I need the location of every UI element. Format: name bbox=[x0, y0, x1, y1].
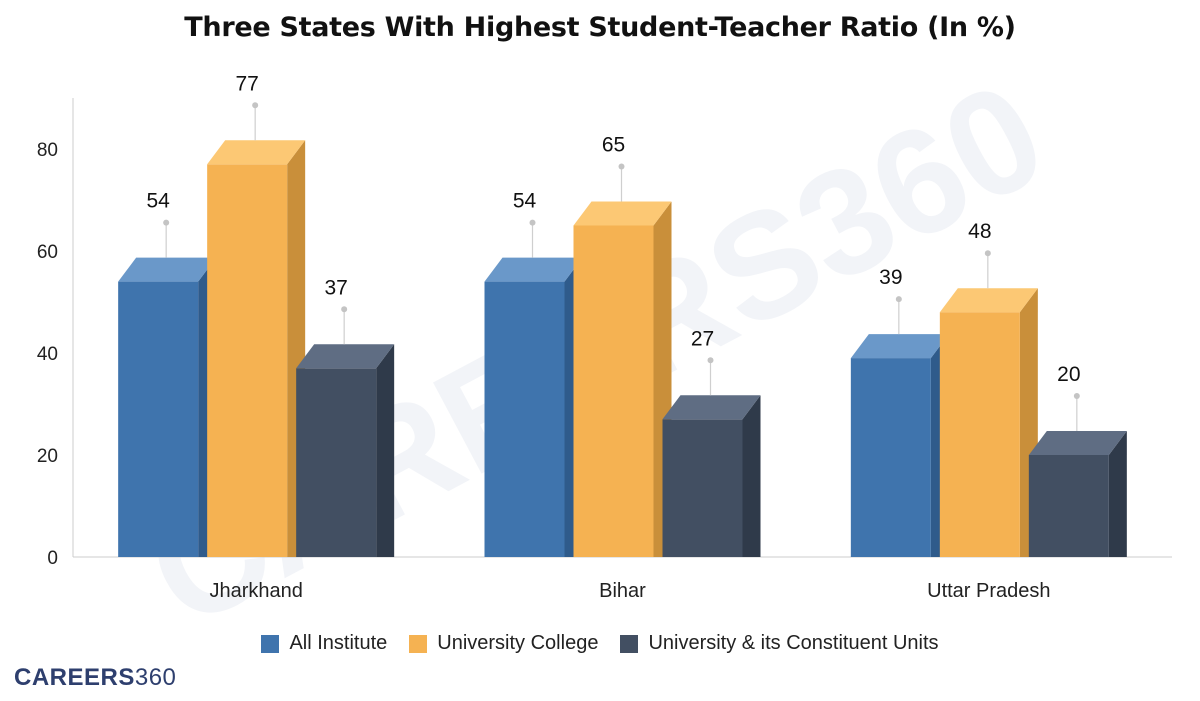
bar-side bbox=[742, 395, 761, 557]
bar-top bbox=[850, 334, 949, 359]
bar-top bbox=[1028, 431, 1127, 455]
legend-swatch-all-institute bbox=[261, 634, 280, 653]
bar-front bbox=[1028, 455, 1109, 557]
bar-top bbox=[484, 257, 583, 282]
data-label: 54 bbox=[146, 190, 170, 213]
x-tick-label: Jharkhand bbox=[209, 580, 302, 602]
bar-front bbox=[939, 312, 1020, 557]
bar-front bbox=[850, 358, 931, 557]
data-label: 39 bbox=[879, 266, 902, 289]
careers360-logo: CAREERS360 bbox=[14, 664, 176, 692]
data-label: 54 bbox=[513, 190, 537, 213]
data-label-dot bbox=[529, 219, 536, 226]
bar-front bbox=[118, 281, 199, 557]
legend: All Institute University College Univers… bbox=[0, 632, 1200, 655]
bar-front bbox=[207, 164, 288, 558]
data-label-dot bbox=[163, 219, 170, 226]
data-label-dot bbox=[895, 296, 902, 303]
legend-label-university-units: University & its Constituent Units bbox=[648, 632, 939, 654]
bar-top bbox=[662, 395, 761, 420]
legend-item-university-college: University College bbox=[409, 632, 598, 655]
data-label: 37 bbox=[324, 276, 347, 299]
y-tick-label: 20 bbox=[37, 446, 58, 467]
data-label: 65 bbox=[602, 134, 625, 157]
bar: 65 bbox=[573, 134, 672, 557]
bar-side bbox=[376, 344, 395, 557]
data-label-dot bbox=[1073, 393, 1080, 399]
data-label-dot bbox=[341, 306, 348, 313]
data-label: 27 bbox=[691, 327, 714, 350]
bar: 54 bbox=[484, 190, 583, 557]
bar: 20 bbox=[1028, 363, 1127, 557]
bar-front bbox=[296, 368, 377, 557]
data-label: 48 bbox=[968, 220, 991, 243]
bar: 27 bbox=[662, 327, 761, 557]
logo-text-bold: CAREERS bbox=[14, 664, 135, 691]
legend-item-university-units: University & its Constituent Units bbox=[620, 632, 939, 655]
y-tick-label: 0 bbox=[47, 548, 58, 569]
legend-label-university-college: University College bbox=[437, 632, 599, 654]
bar-side bbox=[1108, 431, 1127, 557]
data-label-dot bbox=[252, 102, 259, 109]
bar: 39 bbox=[850, 266, 949, 557]
bar: 54 bbox=[118, 190, 217, 557]
chart-title: Three States With Highest Student-Teache… bbox=[184, 12, 1016, 43]
data-label-dot bbox=[707, 357, 714, 364]
data-label: 77 bbox=[235, 72, 258, 95]
bar-front bbox=[662, 419, 743, 557]
logo-text-light: 360 bbox=[134, 664, 177, 691]
x-tick-label: Uttar Pradesh bbox=[927, 580, 1050, 602]
legend-label-all-institute: All Institute bbox=[289, 632, 388, 654]
bar: 37 bbox=[296, 276, 395, 557]
bar-top bbox=[118, 257, 217, 282]
bar-front bbox=[573, 225, 654, 557]
legend-swatch-university-units bbox=[620, 634, 639, 653]
legend-swatch-university-college bbox=[409, 634, 428, 653]
bar-top bbox=[573, 201, 672, 226]
y-tick-label: 40 bbox=[37, 344, 58, 365]
bar: 48 bbox=[939, 220, 1038, 557]
x-tick-label: Bihar bbox=[599, 580, 646, 602]
bar-front bbox=[484, 281, 565, 557]
data-label-dot bbox=[984, 250, 991, 257]
legend-item-all-institute: All Institute bbox=[261, 632, 387, 655]
bar-top bbox=[207, 140, 306, 165]
bar-top bbox=[296, 344, 395, 369]
data-label: 20 bbox=[1057, 363, 1080, 386]
y-tick-label: 80 bbox=[37, 140, 58, 161]
data-label-dot bbox=[618, 163, 625, 170]
y-tick-label: 60 bbox=[37, 242, 58, 263]
bar: 77 bbox=[207, 72, 306, 558]
bar-top bbox=[939, 288, 1038, 313]
